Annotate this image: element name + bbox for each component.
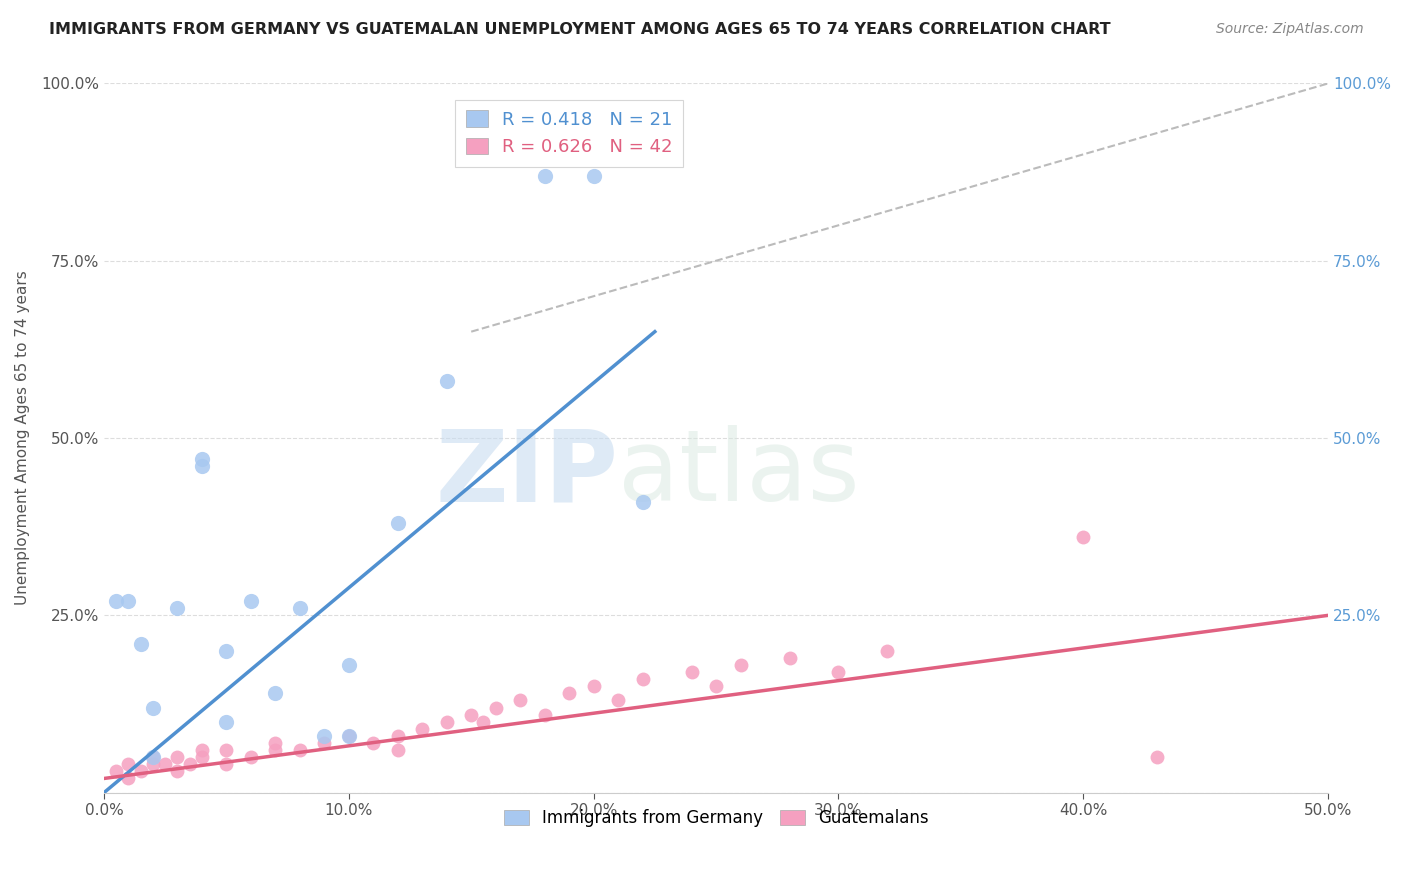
- Point: [215, 644, 238, 658]
- Point: [142, 757, 165, 772]
- Point: [215, 757, 238, 772]
- Point: [215, 743, 238, 757]
- Point: [1071, 530, 1094, 544]
- Point: [288, 743, 311, 757]
- Text: Source: ZipAtlas.com: Source: ZipAtlas.com: [1216, 22, 1364, 37]
- Point: [166, 750, 188, 764]
- Point: [142, 750, 165, 764]
- Point: [681, 665, 703, 679]
- Point: [191, 750, 214, 764]
- Point: [472, 714, 495, 729]
- Point: [704, 679, 727, 693]
- Point: [631, 495, 654, 509]
- Point: [337, 729, 360, 743]
- Point: [1146, 750, 1168, 764]
- Point: [142, 750, 165, 764]
- Point: [129, 637, 152, 651]
- Point: [631, 672, 654, 686]
- Point: [239, 594, 262, 608]
- Text: atlas: atlas: [619, 425, 859, 522]
- Point: [105, 764, 128, 779]
- Point: [264, 686, 287, 700]
- Point: [607, 693, 630, 707]
- Point: [533, 707, 555, 722]
- Legend: Immigrants from Germany, Guatemalans: Immigrants from Germany, Guatemalans: [496, 803, 935, 834]
- Point: [387, 516, 409, 530]
- Point: [485, 700, 508, 714]
- Point: [779, 651, 801, 665]
- Point: [387, 729, 409, 743]
- Point: [153, 757, 176, 772]
- Point: [533, 169, 555, 183]
- Point: [264, 743, 287, 757]
- Point: [142, 700, 165, 714]
- Text: IMMIGRANTS FROM GERMANY VS GUATEMALAN UNEMPLOYMENT AMONG AGES 65 TO 74 YEARS COR: IMMIGRANTS FROM GERMANY VS GUATEMALAN UN…: [49, 22, 1111, 37]
- Point: [117, 772, 139, 786]
- Point: [191, 743, 214, 757]
- Point: [460, 707, 482, 722]
- Point: [288, 601, 311, 615]
- Point: [582, 679, 605, 693]
- Point: [264, 736, 287, 750]
- Point: [337, 729, 360, 743]
- Point: [179, 757, 201, 772]
- Point: [117, 757, 139, 772]
- Point: [129, 764, 152, 779]
- Point: [239, 750, 262, 764]
- Point: [191, 459, 214, 474]
- Point: [436, 714, 458, 729]
- Point: [337, 658, 360, 673]
- Point: [314, 736, 336, 750]
- Point: [558, 686, 581, 700]
- Point: [361, 736, 384, 750]
- Point: [166, 764, 188, 779]
- Point: [582, 169, 605, 183]
- Point: [166, 601, 188, 615]
- Point: [314, 729, 336, 743]
- Text: ZIP: ZIP: [436, 425, 619, 522]
- Point: [411, 722, 433, 736]
- Point: [730, 658, 752, 673]
- Point: [876, 644, 898, 658]
- Y-axis label: Unemployment Among Ages 65 to 74 years: Unemployment Among Ages 65 to 74 years: [15, 270, 30, 606]
- Point: [827, 665, 849, 679]
- Point: [215, 714, 238, 729]
- Point: [509, 693, 531, 707]
- Point: [117, 594, 139, 608]
- Point: [105, 594, 128, 608]
- Point: [387, 743, 409, 757]
- Point: [436, 374, 458, 388]
- Point: [191, 452, 214, 467]
